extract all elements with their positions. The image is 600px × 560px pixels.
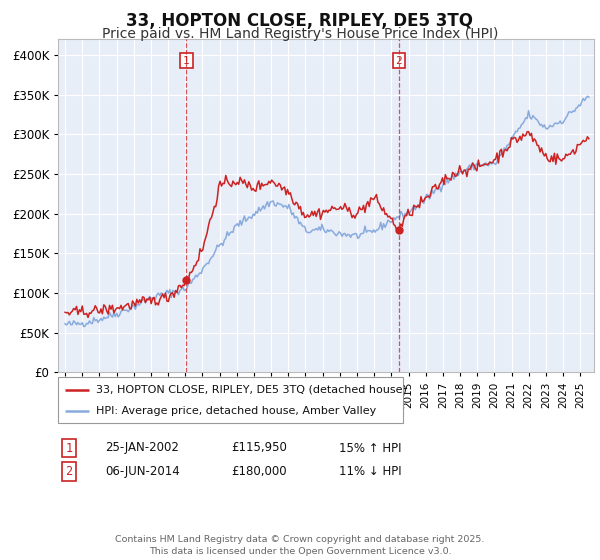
Text: £180,000: £180,000 — [231, 465, 287, 478]
Text: HPI: Average price, detached house, Amber Valley: HPI: Average price, detached house, Ambe… — [96, 407, 376, 416]
Text: Contains HM Land Registry data © Crown copyright and database right 2025.
This d: Contains HM Land Registry data © Crown c… — [115, 535, 485, 556]
Text: 2: 2 — [65, 465, 73, 478]
Text: 33, HOPTON CLOSE, RIPLEY, DE5 3TQ (detached house): 33, HOPTON CLOSE, RIPLEY, DE5 3TQ (detac… — [96, 385, 407, 395]
Text: 1: 1 — [183, 55, 190, 66]
Text: £115,950: £115,950 — [231, 441, 287, 455]
Text: 15% ↑ HPI: 15% ↑ HPI — [339, 441, 401, 455]
Text: 06-JUN-2014: 06-JUN-2014 — [105, 465, 180, 478]
Text: 2: 2 — [395, 55, 402, 66]
Text: 11% ↓ HPI: 11% ↓ HPI — [339, 465, 401, 478]
Text: Price paid vs. HM Land Registry's House Price Index (HPI): Price paid vs. HM Land Registry's House … — [102, 27, 498, 41]
Text: 1: 1 — [65, 441, 73, 455]
Text: 33, HOPTON CLOSE, RIPLEY, DE5 3TQ: 33, HOPTON CLOSE, RIPLEY, DE5 3TQ — [127, 12, 473, 30]
Text: 25-JAN-2002: 25-JAN-2002 — [105, 441, 179, 455]
